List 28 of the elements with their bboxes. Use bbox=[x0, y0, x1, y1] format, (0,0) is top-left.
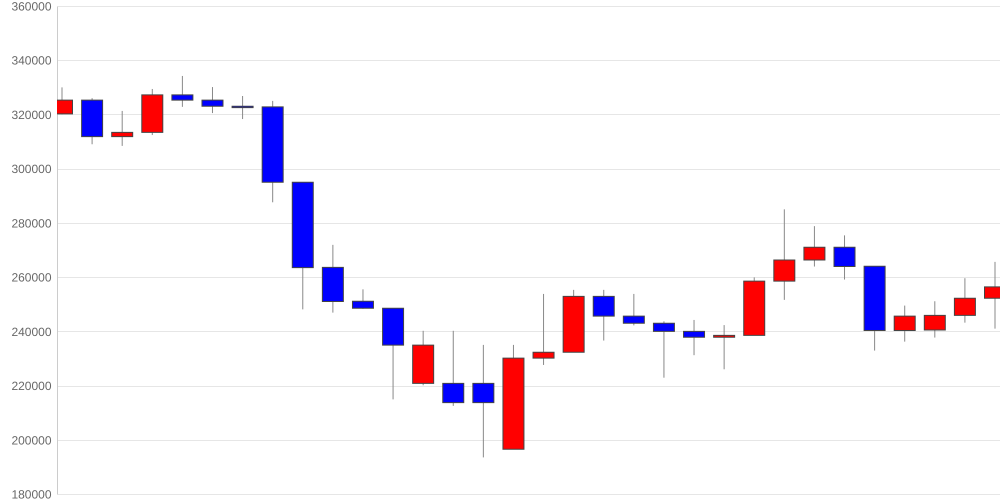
y-tick-label: 280000 bbox=[11, 216, 52, 230]
candlestick bbox=[954, 278, 976, 324]
y-tick-label: 360000 bbox=[11, 0, 52, 14]
candlestick bbox=[442, 330, 464, 406]
candlestick bbox=[683, 319, 706, 356]
candlestick bbox=[592, 289, 615, 342]
y-tick-label: 300000 bbox=[11, 162, 52, 176]
candlestick bbox=[894, 305, 916, 342]
candlestick bbox=[924, 300, 946, 338]
y-tick-label: 200000 bbox=[11, 433, 52, 448]
y-tick-label: 340000 bbox=[11, 54, 52, 68]
y-tick-label: 240000 bbox=[11, 324, 52, 339]
candlestick bbox=[803, 226, 826, 268]
candlestick bbox=[472, 344, 494, 458]
candlestick bbox=[713, 324, 736, 370]
candlestick bbox=[622, 293, 645, 326]
candlestick bbox=[532, 293, 555, 366]
y-tick-label: 220000 bbox=[11, 379, 52, 394]
y-tick-label: 180000 bbox=[11, 488, 52, 500]
candlestick bbox=[111, 110, 134, 146]
candlestick bbox=[352, 288, 374, 310]
y-tick-label: 320000 bbox=[11, 108, 52, 122]
candlestick bbox=[834, 234, 856, 280]
candlestick bbox=[773, 208, 796, 300]
y-tick-label: 260000 bbox=[11, 270, 52, 285]
candlestick bbox=[201, 86, 224, 114]
candlestick bbox=[652, 320, 675, 378]
candlestick bbox=[171, 75, 194, 108]
